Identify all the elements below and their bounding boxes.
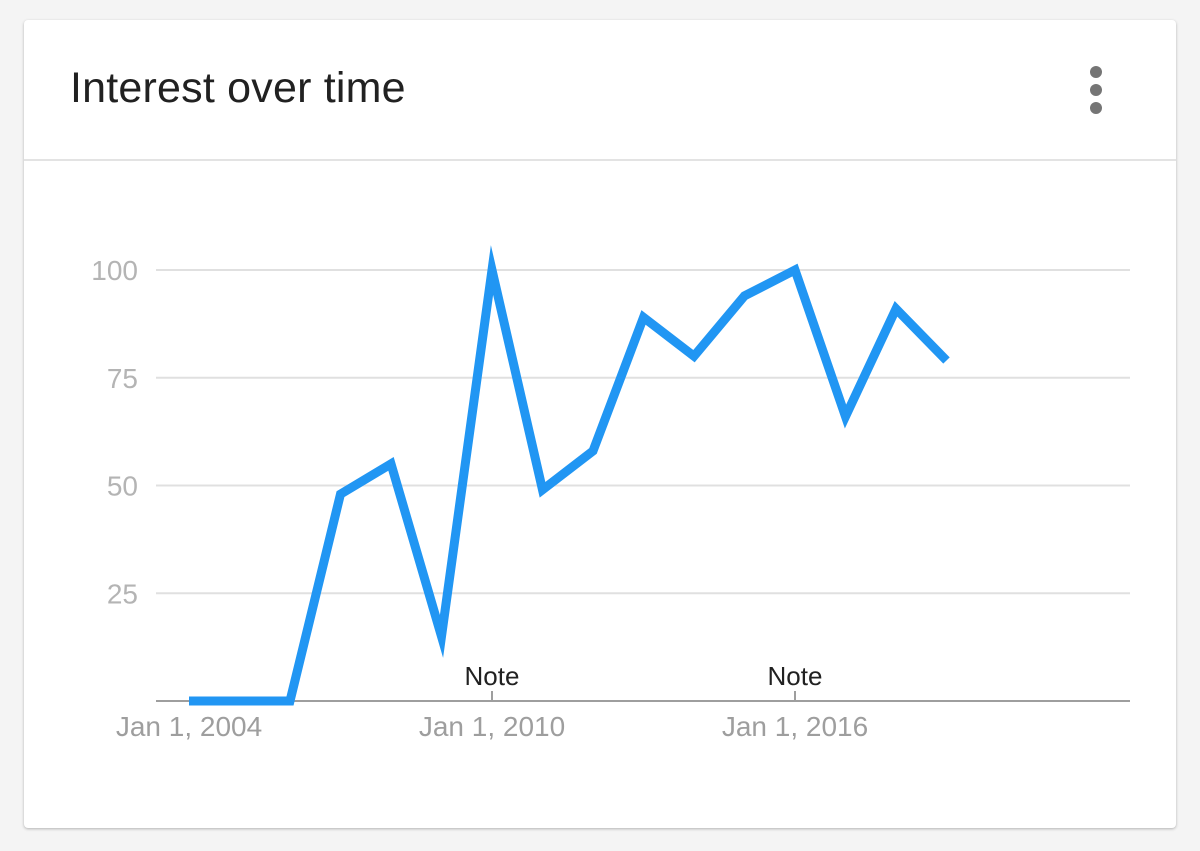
menu-dot [1090,66,1102,78]
x-axis: Jan 1, 2004 Jan 1, 2010 Jan 1, 2016 [116,700,1130,742]
y-axis-ticks: 25 50 75 100 [91,255,138,609]
interest-over-time-card: Interest over time 25 50 75 100 Jan 1, 2004… [24,20,1176,828]
card-title: Interest over time [70,64,406,112]
annotations: Note Note [465,661,823,701]
x-tick-label: Jan 1, 2010 [419,711,565,742]
series-line [189,245,950,706]
note-annotation[interactable]: Note [768,661,823,691]
y-tick-label: 50 [107,471,138,502]
y-tick-label: 25 [107,578,138,609]
series-layer [188,245,950,706]
y-tick-label: 75 [107,363,138,394]
more-vert-icon[interactable] [1080,60,1112,120]
menu-dot [1090,84,1102,96]
y-tick-label: 100 [91,255,138,286]
menu-dot [1090,102,1102,114]
x-tick-label: Jan 1, 2004 [116,711,262,742]
x-tick-label: Jan 1, 2016 [722,711,868,742]
card-header: Interest over time [24,20,1176,161]
note-annotation[interactable]: Note [465,661,520,691]
